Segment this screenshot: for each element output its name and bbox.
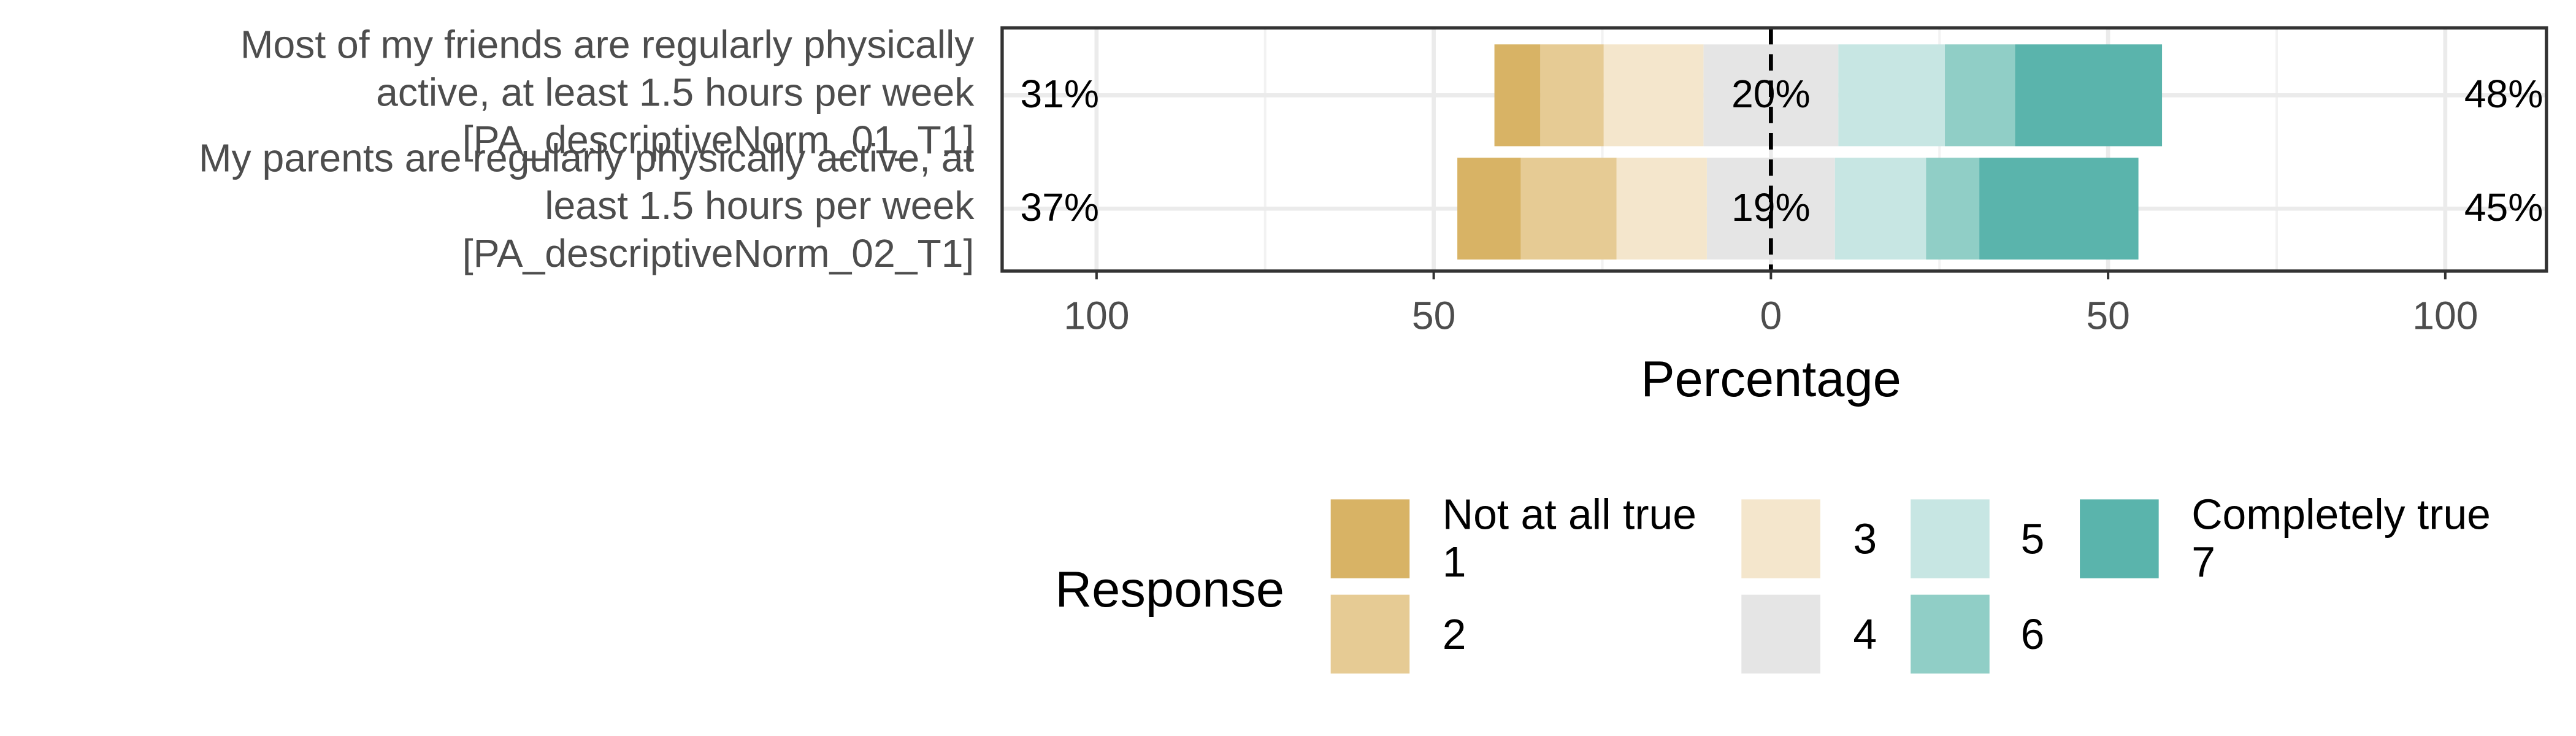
bar-segment [1979, 158, 2139, 260]
x-tick-label: 100 [2412, 294, 2478, 338]
y-tick-label: least 1.5 hours per week [545, 183, 975, 228]
bar-segment [1494, 44, 1541, 147]
bar-segment [1520, 158, 1617, 260]
legend-label: Completely true 7 [2191, 489, 2491, 587]
legend-label: Not at all true 1 [1442, 489, 1697, 587]
bar-segment [1926, 158, 1980, 260]
panel-border [1000, 26, 2548, 273]
bar-segment [1945, 44, 2015, 147]
x-tick-label: 50 [2086, 294, 2129, 338]
legend-label-box: 2 [1442, 608, 1466, 658]
legend-label: 5 [2020, 513, 2045, 563]
x-tick-label: 100 [1064, 294, 1129, 338]
left-total-label: 31% [1020, 72, 1099, 116]
x-axis-label: Percentage [1641, 350, 1901, 407]
left-total-label: 37% [1020, 185, 1099, 229]
bar-segment [1457, 158, 1521, 260]
legend-label-box: 6 [2020, 608, 2045, 658]
legend-label: 6 [2020, 608, 2045, 658]
right-total-label: 45% [2464, 185, 2543, 229]
y-tick-label: My parents are regularly physically acti… [199, 136, 975, 180]
legend-key [1741, 594, 1820, 674]
bar-segment [2015, 44, 2163, 147]
legend-label-box: 3 [1853, 513, 1877, 563]
legend-label-box: 5 [2020, 513, 2045, 563]
legend-label: 3 [1853, 513, 1877, 563]
y-tick-label: [PA_descriptiveNorm_02_T1] [462, 231, 975, 275]
bar-segment [1540, 44, 1604, 147]
legend-key [1911, 594, 1990, 674]
legend-label-box: Completely true 7 [2191, 489, 2491, 587]
legend-key [2080, 499, 2159, 578]
y-tick-label: Most of my friends are regularly physica… [240, 23, 974, 67]
y-tick-label: active, at least 1.5 hours per week [376, 70, 975, 114]
bar-segment [1616, 158, 1707, 260]
bar-segment [1834, 158, 1926, 260]
legend-label-box: Not at all true 1 [1442, 489, 1697, 587]
legend-label: 4 [1853, 608, 1877, 658]
right-total-label: 48% [2464, 72, 2543, 116]
bar-segment [1838, 44, 1945, 147]
legend-key [1330, 499, 1410, 578]
y-tick-label: [PA_descriptiveNorm_01_T1] [462, 118, 975, 162]
legend-key [1330, 594, 1410, 674]
legend-title: Response [1055, 561, 1284, 618]
legend-key [1911, 499, 1990, 578]
bar-segment [1603, 44, 1704, 147]
legend-key [1741, 499, 1820, 578]
legend-label: 2 [1442, 608, 1466, 658]
x-tick-label: 0 [1760, 294, 1782, 338]
x-tick-label: 50 [1412, 294, 1455, 338]
legend-label-box: 4 [1853, 608, 1877, 658]
